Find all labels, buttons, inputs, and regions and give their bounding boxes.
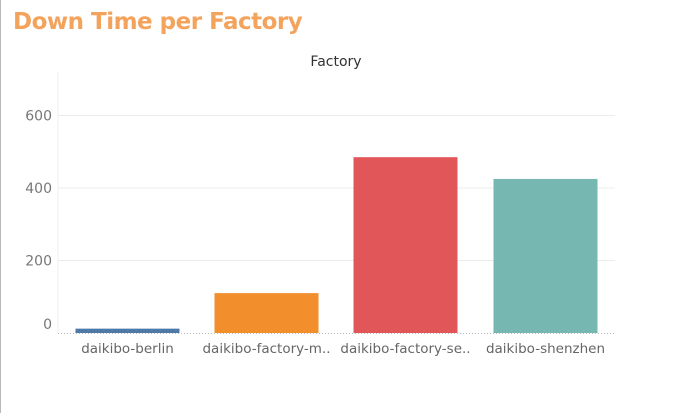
- y-tick-label: 0: [43, 317, 52, 333]
- bar-daikibo-factory-se[interactable]: [353, 157, 458, 333]
- y-tick-label: 200: [25, 254, 52, 270]
- frame-border: [0, 0, 1, 413]
- x-tick-label: daikibo-factory-m..: [202, 341, 330, 357]
- bars: [75, 157, 598, 333]
- y-tick-label: 400: [25, 181, 52, 197]
- x-tick-label: daikibo-berlin: [81, 341, 174, 357]
- column-header: Factory: [310, 54, 361, 70]
- y-tick-label: 600: [25, 109, 52, 125]
- dashboard-title: Down Time per Factory: [13, 9, 303, 35]
- x-axis: daikibo-berlin daikibo-factory-m.. daikibo…: [58, 333, 615, 357]
- y-axis: 0 200 400 600: [25, 109, 52, 334]
- bar-daikibo-shenzhen[interactable]: [493, 178, 598, 333]
- x-tick-label: daikibo-shenzhen: [486, 341, 605, 357]
- bar-daikibo-berlin[interactable]: [75, 328, 180, 333]
- x-tick-label: daikibo-factory-se..: [340, 341, 470, 357]
- bar-daikibo-factory-m[interactable]: [214, 293, 319, 333]
